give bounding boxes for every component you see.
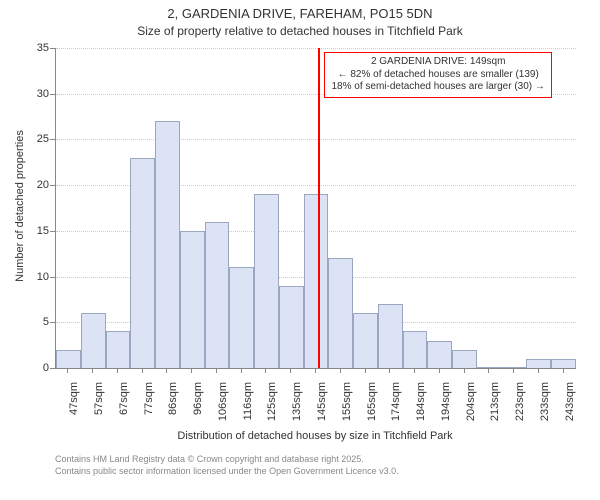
x-tick-mark (191, 368, 192, 373)
histogram-bar (56, 350, 81, 368)
x-tick-label: 77sqm (143, 382, 155, 432)
chart-subtitle: Size of property relative to detached ho… (0, 24, 600, 40)
x-tick-label: 125sqm (266, 382, 278, 432)
x-tick-mark (216, 368, 217, 373)
x-tick-mark (290, 368, 291, 373)
y-tick-label: 10 (37, 271, 49, 283)
highlight-line (318, 48, 320, 368)
x-tick-mark (265, 368, 266, 373)
annotation-box: 2 GARDENIA DRIVE: 149sqm← 82% of detache… (324, 52, 551, 98)
plot-area: 2 GARDENIA DRIVE: 149sqm← 82% of detache… (55, 48, 576, 369)
x-tick-label: 204sqm (465, 382, 477, 432)
x-tick-label: 57sqm (93, 382, 105, 432)
y-tick-mark (50, 231, 55, 232)
x-tick-label: 165sqm (366, 382, 378, 432)
histogram-bar (229, 267, 254, 368)
annotation-line: ← 82% of detached houses are smaller (13… (331, 69, 544, 82)
annotation-line: 18% of semi-detached houses are larger (… (331, 81, 544, 94)
histogram-bar (81, 313, 106, 368)
x-tick-label: 116sqm (242, 382, 254, 432)
y-tick-label: 15 (37, 225, 49, 237)
x-tick-mark (414, 368, 415, 373)
x-tick-mark (488, 368, 489, 373)
x-tick-label: 96sqm (192, 382, 204, 432)
x-tick-label: 194sqm (440, 382, 452, 432)
y-tick-mark (50, 139, 55, 140)
histogram-bar (427, 341, 452, 368)
x-tick-mark (241, 368, 242, 373)
x-tick-mark (365, 368, 366, 373)
x-tick-label: 243sqm (564, 382, 576, 432)
y-tick-mark (50, 185, 55, 186)
x-tick-mark (142, 368, 143, 373)
subtitle-text: Size of property relative to detached ho… (137, 24, 463, 38)
x-tick-label: 86sqm (167, 382, 179, 432)
histogram-bar (526, 359, 551, 368)
footer-line-2: Contains public sector information licen… (55, 466, 399, 476)
x-tick-mark (563, 368, 564, 373)
y-tick-label: 30 (37, 88, 49, 100)
x-tick-label: 106sqm (217, 382, 229, 432)
y-tick-label: 35 (37, 42, 49, 54)
histogram-bar (378, 304, 403, 368)
x-tick-label: 145sqm (316, 382, 328, 432)
x-tick-mark (67, 368, 68, 373)
x-tick-label: 47sqm (68, 382, 80, 432)
histogram-bar (180, 231, 205, 368)
x-tick-mark (439, 368, 440, 373)
histogram-bar (304, 194, 329, 368)
y-tick-mark (50, 48, 55, 49)
grid-line (56, 48, 576, 49)
y-tick-mark (50, 368, 55, 369)
x-tick-label: 174sqm (390, 382, 402, 432)
y-tick-mark (50, 94, 55, 95)
x-tick-label: 184sqm (415, 382, 427, 432)
x-tick-mark (92, 368, 93, 373)
y-tick-label: 0 (43, 362, 49, 374)
y-tick-label: 5 (43, 316, 49, 328)
x-tick-mark (389, 368, 390, 373)
histogram-bar (106, 331, 131, 368)
x-tick-label: 67sqm (118, 382, 130, 432)
y-tick-label: 25 (37, 133, 49, 145)
histogram-bar (328, 258, 353, 368)
footer-line-1: Contains HM Land Registry data © Crown c… (55, 454, 364, 464)
histogram-bar (403, 331, 428, 368)
title-text: 2, GARDENIA DRIVE, FAREHAM, PO15 5DN (167, 6, 432, 21)
histogram-bar (452, 350, 477, 368)
histogram-bar (130, 158, 155, 368)
x-tick-mark (513, 368, 514, 373)
x-tick-mark (340, 368, 341, 373)
x-tick-label: 135sqm (291, 382, 303, 432)
y-axis-label-text: Number of detached properties (14, 130, 26, 282)
x-tick-mark (166, 368, 167, 373)
histogram-bar (551, 359, 576, 368)
histogram-bar (254, 194, 279, 368)
x-tick-mark (538, 368, 539, 373)
footer-text: Contains HM Land Registry data © Crown c… (55, 454, 399, 477)
histogram-bar (155, 121, 180, 368)
y-axis-label: Number of detached properties (14, 126, 26, 286)
x-tick-mark (464, 368, 465, 373)
histogram-bar (353, 313, 378, 368)
x-tick-mark (315, 368, 316, 373)
x-tick-label: 155sqm (341, 382, 353, 432)
y-tick-mark (50, 277, 55, 278)
y-tick-mark (50, 322, 55, 323)
annotation-line: 2 GARDENIA DRIVE: 149sqm (331, 56, 544, 69)
chart-title: 2, GARDENIA DRIVE, FAREHAM, PO15 5DN (0, 6, 600, 23)
x-tick-label: 213sqm (489, 382, 501, 432)
y-tick-label: 20 (37, 179, 49, 191)
chart-container: 2, GARDENIA DRIVE, FAREHAM, PO15 5DN Siz… (0, 0, 600, 500)
x-tick-mark (117, 368, 118, 373)
x-tick-label: 233sqm (539, 382, 551, 432)
histogram-bar (205, 222, 230, 368)
grid-line (56, 139, 576, 140)
histogram-bar (279, 286, 304, 368)
x-tick-label: 223sqm (514, 382, 526, 432)
